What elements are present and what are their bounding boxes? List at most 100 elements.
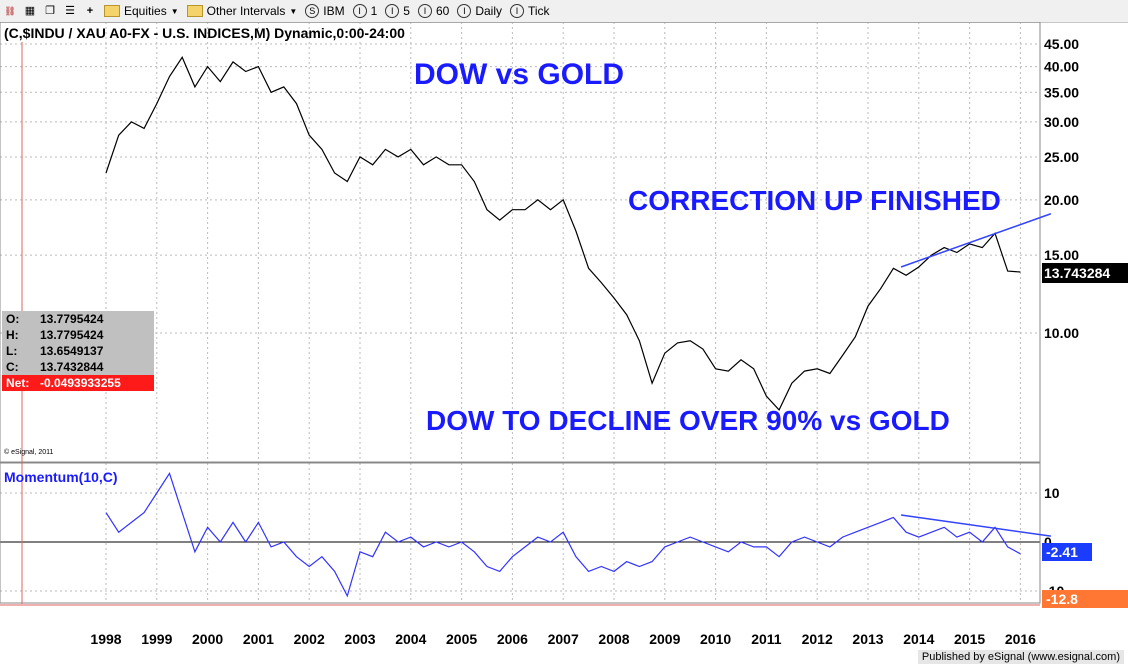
x-tick-label: 2016 bbox=[1005, 631, 1036, 647]
x-tick-label: 2011 bbox=[751, 631, 782, 647]
x-tick-label: 2002 bbox=[294, 631, 325, 647]
price-tick-label: 35.00 bbox=[1044, 84, 1079, 100]
ohlc-net-row: Net: -0.0493933255 bbox=[2, 375, 154, 391]
ohlc-high-row: H: 13.7795424 bbox=[2, 327, 154, 343]
momentum-low-badge-text: -12.8 bbox=[1046, 591, 1078, 607]
x-tick-label: 2008 bbox=[598, 631, 629, 647]
price-tick-label: 40.00 bbox=[1044, 59, 1079, 75]
price-tick-label: 30.00 bbox=[1044, 114, 1079, 130]
open-value: 13.7795424 bbox=[40, 312, 104, 326]
interval-icon: I bbox=[510, 4, 524, 18]
price-trendline bbox=[900, 213, 1052, 268]
x-tick-label: 2015 bbox=[954, 631, 985, 647]
footer: Published by eSignal (www.esignal.com) bbox=[917, 650, 1124, 664]
ohlc-low-row: L: 13.6549137 bbox=[2, 343, 154, 359]
close-label: C: bbox=[6, 360, 19, 374]
momentum-label: Momentum(10,C) bbox=[4, 469, 118, 485]
series-layer bbox=[105, 56, 1052, 598]
x-tick-label: 1999 bbox=[141, 631, 172, 647]
annotation-dow-vs-gold: DOW vs GOLD bbox=[414, 58, 624, 91]
low-value: 13.6549137 bbox=[40, 344, 104, 358]
interval-icon: I bbox=[385, 4, 400, 18]
price-series-line bbox=[105, 56, 1021, 411]
interval-icon: I bbox=[457, 4, 472, 18]
momentum-panel-border bbox=[0, 462, 1041, 604]
x-tick-label: 2013 bbox=[852, 631, 883, 647]
symbol-icon: S bbox=[305, 4, 320, 18]
price-tick-label: 10.00 bbox=[1044, 325, 1079, 341]
price-tick-label: 15.00 bbox=[1044, 247, 1079, 263]
momentum-trendline bbox=[900, 514, 1051, 537]
add-icon[interactable]: + bbox=[86, 5, 94, 17]
x-tick-label: 2003 bbox=[344, 631, 375, 647]
interval-daily-button[interactable]: I Daily bbox=[457, 4, 502, 18]
interval-daily-label: Daily bbox=[475, 4, 502, 18]
link-icon[interactable]: ⛓ bbox=[4, 6, 16, 16]
equities-menu[interactable]: Equities ▼ bbox=[104, 4, 179, 18]
momentum-badge-text: -2.41 bbox=[1046, 544, 1078, 560]
chart-title: (C,$INDU / XAU A0-FX - U.S. INDICES,M) D… bbox=[4, 25, 405, 41]
price-badge bbox=[1042, 263, 1128, 283]
interval-icon: I bbox=[352, 4, 367, 18]
copy-icon[interactable]: ❐ bbox=[45, 5, 55, 17]
close-value: 13.7432844 bbox=[40, 360, 104, 374]
other-intervals-label: Other Intervals bbox=[206, 4, 286, 18]
interval-60-button[interactable]: I 60 bbox=[417, 4, 450, 18]
open-label: O: bbox=[6, 312, 20, 326]
momentum-badge bbox=[1042, 543, 1092, 561]
interval-5-label: 5 bbox=[403, 4, 410, 18]
price-badge-text: 13.743284 bbox=[1044, 265, 1110, 281]
chart-svg: 1998 1999 2000 2001 2002 2003 2004 2005 2006 2007… bbox=[0, 21, 1128, 647]
momentum-series-line bbox=[105, 472, 1021, 598]
net-value: -0.0493933255 bbox=[40, 376, 121, 390]
interval-tick-label: Tick bbox=[528, 4, 550, 18]
properties-icon[interactable]: ☰ bbox=[65, 5, 75, 17]
momentum-tick-label: 0 bbox=[1044, 534, 1052, 550]
ohlc-open-row: O: 13.7795424 bbox=[2, 311, 154, 327]
interval-icon: I bbox=[417, 4, 432, 18]
interval-tick-button[interactable]: I Tick bbox=[510, 4, 550, 18]
x-tick-label: 1998 bbox=[90, 631, 121, 647]
momentum-low-badge bbox=[1042, 590, 1128, 608]
toolbar: ⛓ ▦ ❐ ☰ + Equities ▼ Other Intervals ▼ S IB… bbox=[0, 0, 1128, 23]
ohlc-panel: O: 13.7795424 H: 13.7795424 L: 13.6549137 C… bbox=[2, 311, 154, 391]
ohlc-close-row: C: 13.7432844 bbox=[2, 359, 154, 375]
dropdown-arrow-icon: ▼ bbox=[289, 6, 298, 16]
grid-layer bbox=[0, 22, 1040, 603]
x-tick-label: 2001 bbox=[243, 631, 274, 647]
symbol-ibm-button[interactable]: S IBM bbox=[305, 4, 345, 18]
axis-layer: 1998 1999 2000 2001 2002 2003 2004 2005 2006 2007… bbox=[90, 36, 1079, 647]
x-tick-label: 2000 bbox=[192, 631, 223, 647]
x-tick-label: 2014 bbox=[903, 631, 934, 647]
interval-1-label: 1 bbox=[370, 4, 378, 18]
net-label: Net: bbox=[6, 376, 30, 390]
x-tick-label: 2005 bbox=[446, 631, 477, 647]
x-tick-label: 2007 bbox=[548, 631, 579, 647]
annotation-decline: DOW TO DECLINE OVER 90% vs GOLD bbox=[426, 405, 950, 436]
x-tick-label: 2004 bbox=[395, 631, 426, 647]
folder-icon bbox=[186, 5, 203, 17]
price-tick-label: 25.00 bbox=[1044, 149, 1079, 165]
price-tick-label: 20.00 bbox=[1044, 192, 1079, 208]
interval-60-label: 60 bbox=[435, 4, 450, 18]
folder-icon bbox=[104, 5, 120, 17]
high-label: H: bbox=[6, 328, 19, 342]
x-tick-label: 2010 bbox=[700, 631, 731, 647]
price-panel-border bbox=[0, 21, 1041, 463]
equities-label: Equities bbox=[124, 4, 167, 18]
high-value: 13.7795424 bbox=[40, 328, 104, 342]
momentum-tick-label: 10 bbox=[1044, 485, 1060, 501]
chart-area[interactable]: 1998 1999 2000 2001 2002 2003 2004 2005 2006 2007… bbox=[0, 21, 1128, 666]
ibm-label: IBM bbox=[323, 4, 345, 18]
grid-icon[interactable]: ▦ bbox=[24, 5, 36, 17]
x-tick-label: 2012 bbox=[802, 631, 833, 647]
annotation-correction: CORRECTION UP FINISHED bbox=[628, 185, 1001, 216]
x-tick-label: 2006 bbox=[497, 631, 528, 647]
dropdown-arrow-icon: ▼ bbox=[170, 6, 179, 16]
other-intervals-menu[interactable]: Other Intervals ▼ bbox=[186, 4, 298, 18]
price-tick-label: 45.00 bbox=[1044, 36, 1079, 52]
low-label: L: bbox=[6, 344, 18, 358]
copyright-text: © eSignal, 2011 bbox=[4, 448, 54, 456]
